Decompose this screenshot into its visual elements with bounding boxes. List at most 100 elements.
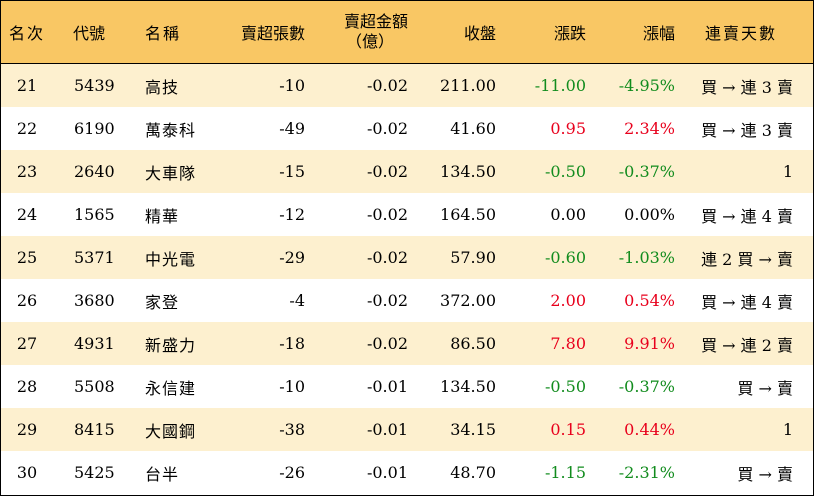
code-cell: 1565: [74, 205, 115, 224]
table-row: 24 1565 精華 -12 -0.02 164.50 0.00 0.00% 買 → 連 4 賣: [1, 193, 813, 236]
name-cell: 新盛力: [145, 335, 197, 355]
table-row: 23 2640 大車隊 -15 -0.02 134.50 -0.50 -0.37% 1: [1, 150, 813, 193]
streak-cell: 買 → 賣: [737, 464, 793, 484]
change-cell: -0.50: [544, 377, 586, 396]
change-pct-cell: -0.37%: [618, 162, 675, 181]
rank-cell: 24: [16, 205, 38, 224]
code-cell: 2640: [74, 162, 115, 181]
streak-cell: 連 2 買 → 賣: [701, 249, 793, 269]
change-cell: 7.80: [550, 334, 586, 353]
change-pct-cell: 9.91%: [624, 334, 675, 353]
net-sell-lots-cell: -15: [279, 162, 305, 181]
table-header: 名次 代號 名稱 賣超張數 賣超金額 （億） 收盤 漲跌 漲幅 連賣天數: [1, 1, 813, 64]
streak-cell: 買 → 連 4 賣: [701, 206, 793, 226]
change-pct-cell: 0.54%: [624, 291, 675, 310]
net-sell-amount-cell: -0.01: [366, 377, 408, 396]
change-cell: -1.15: [544, 463, 586, 482]
change-pct-cell: 0.00%: [624, 205, 675, 224]
net-sell-lots-cell: -26: [279, 463, 305, 482]
change-cell: -0.60: [544, 248, 586, 267]
header-close: 收盤: [463, 24, 496, 43]
header-net-sell-amount: 賣超金額 （億）: [305, 1, 408, 63]
header-change: 漲跌: [553, 24, 586, 43]
change-cell: -11.00: [534, 76, 586, 95]
close-price-cell: 134.50: [440, 377, 496, 396]
streak-cell: 1: [782, 420, 793, 439]
change-pct-cell: 0.44%: [624, 420, 675, 439]
net-sell-amount-cell: -0.02: [366, 205, 408, 224]
name-cell: 台半: [145, 464, 180, 484]
header-amount-line2: （億）: [345, 32, 394, 51]
net-sell-lots-cell: -38: [279, 420, 305, 439]
rank-cell: 29: [16, 420, 38, 439]
table-row: 25 5371 中光電 -29 -0.02 57.90 -0.60 -1.03% 連 2 買 →…: [1, 236, 813, 279]
net-sell-amount-cell: -0.02: [366, 76, 408, 95]
change-cell: 0.00: [550, 205, 586, 224]
code-cell: 5371: [74, 248, 115, 267]
rank-cell: 27: [16, 334, 38, 353]
close-price-cell: 86.50: [450, 334, 496, 353]
name-cell: 高技: [145, 77, 180, 97]
close-price-cell: 164.50: [440, 205, 496, 224]
change-pct-cell: -2.31%: [618, 463, 675, 482]
table-body: 21 5439 高技 -10 -0.02 211.00 -11.00 -4.95% 買 → 連 …: [1, 64, 813, 494]
rank-cell: 26: [16, 291, 38, 310]
code-cell: 8415: [74, 420, 115, 439]
change-cell: -0.50: [544, 162, 586, 181]
change-cell: 2.00: [550, 291, 586, 310]
name-cell: 中光電: [145, 249, 197, 269]
net-sell-amount-cell: -0.02: [366, 162, 408, 181]
name-cell: 大國鋼: [145, 421, 197, 441]
rank-cell: 23: [16, 162, 38, 181]
name-cell: 精華: [145, 206, 180, 226]
change-pct-cell: -4.95%: [618, 76, 675, 95]
net-sell-lots-cell: -10: [279, 76, 305, 95]
net-sell-amount-cell: -0.02: [366, 334, 408, 353]
change-cell: 0.95: [550, 119, 586, 138]
header-name: 名稱: [145, 24, 182, 43]
header-streak: 連賣天數: [704, 24, 777, 43]
close-price-cell: 57.90: [450, 248, 496, 267]
header-code: 代號: [73, 24, 106, 43]
close-price-cell: 41.60: [450, 119, 496, 138]
code-cell: 5439: [74, 76, 115, 95]
streak-cell: 1: [782, 162, 793, 181]
net-sell-amount-cell: -0.02: [366, 248, 408, 267]
name-cell: 永信建: [145, 378, 197, 398]
code-cell: 4931: [74, 334, 115, 353]
net-sell-amount-cell: -0.01: [366, 463, 408, 482]
rank-cell: 21: [16, 76, 38, 95]
streak-cell: 買 → 連 2 賣: [701, 335, 793, 355]
code-cell: 5508: [74, 377, 115, 396]
name-cell: 萬泰科: [145, 120, 197, 140]
rank-cell: 28: [16, 377, 38, 396]
close-price-cell: 372.00: [440, 291, 496, 310]
net-sell-amount-cell: -0.02: [366, 291, 408, 310]
streak-cell: 買 → 連 4 賣: [701, 292, 793, 312]
rank-cell: 25: [16, 248, 38, 267]
header-rank: 名次: [8, 24, 45, 43]
net-sell-lots-cell: -10: [279, 377, 305, 396]
code-cell: 3680: [74, 291, 115, 310]
net-sell-amount-cell: -0.01: [366, 420, 408, 439]
rank-cell: 22: [16, 119, 38, 138]
table-row: 28 5508 永信建 -10 -0.01 134.50 -0.50 -0.37% 買 → 賣: [1, 365, 813, 408]
table-row: 29 8415 大國鋼 -38 -0.01 34.15 0.15 0.44% 1: [1, 408, 813, 451]
close-price-cell: 34.15: [450, 420, 496, 439]
code-cell: 5425: [74, 463, 115, 482]
net-sell-lots-cell: -18: [279, 334, 305, 353]
change-pct-cell: -0.37%: [618, 377, 675, 396]
change-cell: 0.15: [550, 420, 586, 439]
net-sell-lots-cell: -12: [279, 205, 305, 224]
close-price-cell: 134.50: [440, 162, 496, 181]
table-row: 21 5439 高技 -10 -0.02 211.00 -11.00 -4.95% 買 → 連 …: [1, 64, 813, 107]
change-pct-cell: -1.03%: [618, 248, 675, 267]
rank-cell: 30: [16, 463, 38, 482]
header-change-pct: 漲幅: [642, 24, 675, 43]
streak-cell: 買 → 賣: [737, 378, 793, 398]
table-row: 27 4931 新盛力 -18 -0.02 86.50 7.80 9.91% 買 → 連 2 賣: [1, 322, 813, 365]
net-sell-lots-cell: -29: [279, 248, 305, 267]
name-cell: 家登: [145, 292, 180, 312]
header-net-sell-lots: 賣超張數: [240, 24, 305, 43]
